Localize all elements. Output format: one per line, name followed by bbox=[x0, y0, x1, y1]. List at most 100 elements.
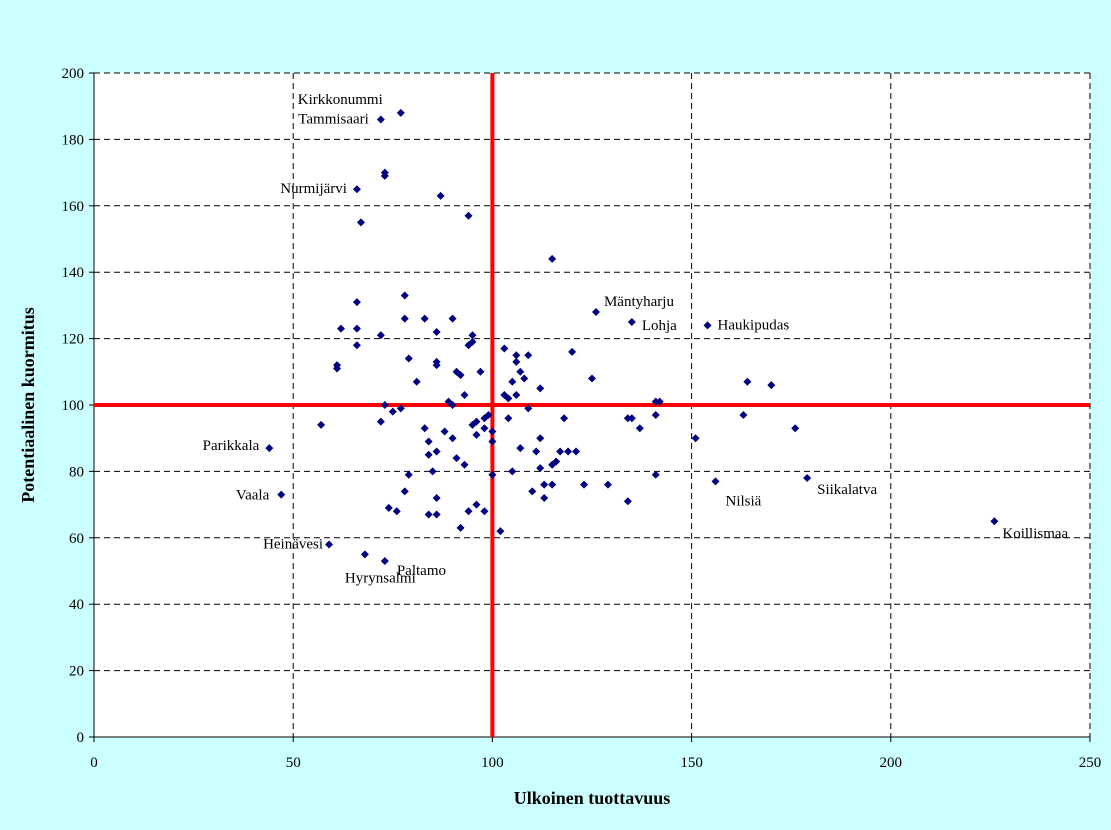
data-point bbox=[536, 384, 545, 393]
data-point bbox=[548, 480, 557, 489]
data-point bbox=[428, 467, 437, 476]
labeled-data-point bbox=[591, 308, 600, 317]
data-point bbox=[552, 457, 561, 466]
data-point bbox=[536, 464, 545, 473]
labeled-data-point bbox=[380, 557, 389, 566]
y-tick-label: 120 bbox=[62, 332, 85, 348]
data-point bbox=[424, 510, 433, 519]
reference-lines bbox=[94, 73, 1090, 737]
data-point bbox=[400, 487, 409, 496]
data-point bbox=[464, 211, 473, 220]
data-point bbox=[655, 397, 664, 406]
point-label: Parikkala bbox=[203, 438, 260, 454]
data-point bbox=[337, 324, 346, 333]
data-point bbox=[572, 447, 581, 456]
x-tick-label: 200 bbox=[880, 755, 903, 771]
y-tick-label: 80 bbox=[69, 464, 84, 480]
point-labels: Kirkkonummi Tammisaari Nurmijärvi Mäntyharj… bbox=[203, 92, 1069, 587]
x-tick-label: 150 bbox=[680, 755, 703, 771]
data-point bbox=[456, 371, 465, 380]
data-point bbox=[376, 417, 385, 426]
labeled-data-point bbox=[703, 321, 712, 330]
y-tick-label: 140 bbox=[62, 265, 85, 281]
labeled-data-point bbox=[396, 108, 405, 117]
x-tick-label: 50 bbox=[286, 755, 301, 771]
point-label: Nurmijärvi bbox=[280, 181, 347, 197]
data-point bbox=[564, 447, 573, 456]
data-point bbox=[488, 437, 497, 446]
data-point bbox=[532, 447, 541, 456]
data-point bbox=[524, 351, 533, 360]
data-point bbox=[440, 427, 449, 436]
data-point bbox=[352, 341, 361, 350]
y-tick-label: 200 bbox=[62, 66, 85, 82]
data-point bbox=[512, 357, 521, 366]
data-point bbox=[524, 404, 533, 413]
data-point bbox=[352, 324, 361, 333]
data-point bbox=[743, 377, 752, 386]
data-point bbox=[627, 414, 636, 423]
tick-labels: 0 20 40 60 80 100 120 140 160 180 200 0 50 100 150 200 2… bbox=[62, 66, 1102, 771]
data-point bbox=[472, 500, 481, 509]
data-point bbox=[420, 314, 429, 323]
data-point bbox=[420, 424, 429, 433]
data-point bbox=[580, 480, 589, 489]
point-label: Haukipudas bbox=[718, 317, 790, 333]
data-point bbox=[512, 391, 521, 400]
data-point bbox=[623, 497, 632, 506]
data-point bbox=[356, 218, 365, 227]
data-point bbox=[432, 327, 441, 336]
data-point bbox=[588, 374, 596, 383]
labeled-data-point bbox=[711, 477, 720, 486]
data-point bbox=[400, 314, 409, 323]
data-point bbox=[376, 331, 385, 340]
labeled-data-point bbox=[277, 490, 286, 499]
data-point bbox=[412, 377, 421, 386]
data-point bbox=[476, 367, 485, 376]
data-point bbox=[388, 407, 397, 416]
labeled-data-point bbox=[325, 540, 334, 549]
data-point bbox=[404, 354, 413, 363]
y-tick-label: 20 bbox=[69, 664, 84, 680]
y-tick-label: 180 bbox=[62, 132, 85, 148]
point-label: Koillismaa bbox=[1002, 526, 1068, 542]
y-tick-label: 40 bbox=[69, 597, 84, 613]
point-label: Vaala bbox=[236, 488, 270, 504]
labeled-data-point bbox=[352, 185, 361, 194]
point-label: Kirkkonummi bbox=[298, 92, 383, 108]
data-point bbox=[480, 507, 489, 516]
data-point bbox=[488, 470, 497, 479]
x-axis-title: Ulkoinen tuottavuus bbox=[514, 788, 671, 808]
data-point bbox=[508, 467, 517, 476]
data-point bbox=[333, 364, 342, 373]
data-point bbox=[496, 527, 505, 536]
data-point bbox=[448, 434, 457, 443]
data-point bbox=[432, 510, 441, 519]
data-point bbox=[536, 434, 545, 443]
data-point bbox=[456, 523, 465, 532]
data-point bbox=[432, 361, 441, 370]
data-point bbox=[380, 168, 389, 177]
y-tick-label: 160 bbox=[62, 199, 85, 215]
data-point bbox=[424, 437, 433, 446]
x-tick-label: 100 bbox=[481, 755, 504, 771]
data-point bbox=[560, 414, 569, 423]
point-label: Lohja bbox=[642, 318, 677, 334]
data-point bbox=[540, 480, 549, 489]
point-label: Nilsiä bbox=[726, 493, 762, 509]
data-point bbox=[432, 447, 441, 456]
data-point bbox=[460, 391, 469, 400]
data-points bbox=[265, 108, 999, 566]
data-point bbox=[480, 414, 489, 423]
data-point bbox=[317, 420, 326, 429]
data-point bbox=[464, 507, 473, 516]
data-point bbox=[432, 493, 441, 502]
y-tick-label: 100 bbox=[62, 398, 85, 414]
labeled-data-point bbox=[376, 115, 385, 124]
data-point bbox=[468, 420, 477, 429]
data-point bbox=[468, 331, 477, 340]
data-point bbox=[791, 424, 800, 433]
point-label: Siikalatva bbox=[817, 482, 877, 498]
